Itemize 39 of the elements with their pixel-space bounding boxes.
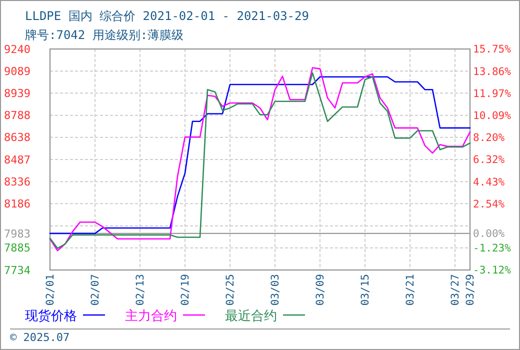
y-tick-label: 7734 [4, 264, 31, 277]
y-tick-label: 8939 [4, 87, 30, 100]
legend-label: 最近合约 [225, 309, 277, 324]
legend-label: 现货价格 [25, 309, 77, 324]
text: © 2025.07 [10, 331, 70, 344]
y-tick-label: 7983 [4, 227, 30, 240]
y2-tick-label: 6.32% [473, 154, 506, 166]
y2-tick-label: 8.20% [473, 132, 506, 144]
y2-tick-label: 0.00% [473, 228, 506, 240]
y2-tick-label: -1.23% [473, 242, 512, 255]
y-tick-label: 7885 [4, 242, 30, 255]
y2-tick-label: 2.54% [473, 198, 506, 210]
y-tick-label: 8638 [4, 131, 30, 144]
y2-tick-label: 15.75% [473, 44, 512, 56]
y2-tick-label: 13.86% [473, 66, 512, 78]
y-tick-label: 9089 [4, 65, 30, 78]
x-tick-label: 03/15 [360, 274, 372, 306]
x-tick-label: 03/03 [270, 274, 282, 306]
x-tick-label: 03/27 [450, 274, 462, 306]
y-tick-label: 8788 [4, 109, 30, 122]
chart-subtitle: 牌号:7042 用途级别:薄膜级 [25, 28, 184, 42]
y2-tick-label: 10.09% [473, 110, 512, 122]
x-tick-label: 02/25 [224, 274, 237, 306]
x-tick-label: 02/19 [180, 274, 192, 306]
x-tick-label: 03/29 [464, 274, 477, 306]
x-tick-label: 02/13 [134, 274, 147, 306]
legend-label: 主力合约 [125, 308, 177, 324]
y-tick-label: 8336 [4, 176, 30, 189]
y-tick-label: 9240 [4, 42, 30, 56]
chart-title: LLDPE 国内 综合价 2021-02-01 - 2021-03-29 [25, 9, 309, 23]
y2-tick-label: 11.97% [473, 88, 512, 100]
x-tick-label: 02/07 [90, 274, 102, 306]
x-tick-label: 03/21 [404, 274, 417, 306]
x-tick-label: 03/09 [314, 274, 327, 306]
x-tick-label: 02/01 [44, 274, 57, 306]
y-tick-label: 8487 [4, 153, 30, 166]
y2-tick-label: -3.12% [473, 264, 512, 277]
y2-tick-label: 4.43% [473, 176, 506, 188]
y-tick-label: 8186 [4, 198, 30, 211]
